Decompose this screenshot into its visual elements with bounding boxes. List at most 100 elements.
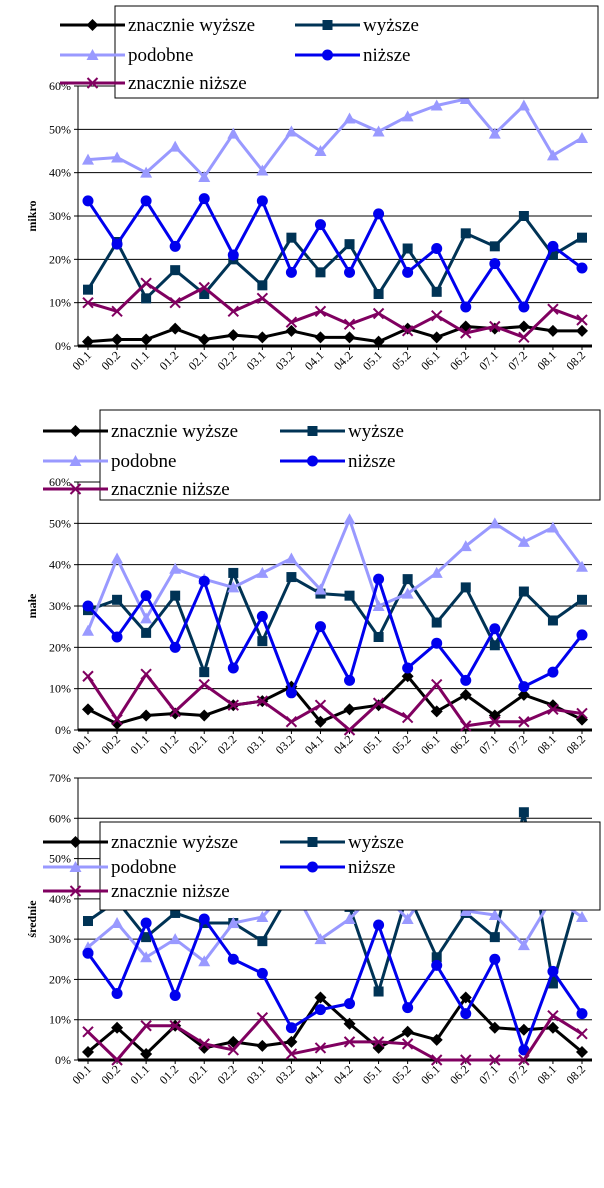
chart-panel-male: 0% 10% 20% 30% 40% 50% 60% 00.1 00.2 01.1 01.2 02.1… xyxy=(25,409,601,757)
x-tick-label: 06.1 xyxy=(418,732,443,757)
data-point xyxy=(372,697,385,709)
series-4 xyxy=(82,193,588,313)
x-tick-label: 07.1 xyxy=(476,732,501,757)
data-point xyxy=(547,303,559,315)
data-point xyxy=(140,668,152,680)
x-tick-label: 01.1 xyxy=(127,1062,152,1087)
data-point xyxy=(489,716,501,728)
x-tick-label: 08.2 xyxy=(563,732,588,757)
data-point xyxy=(547,250,558,260)
y-tick-label: 40% xyxy=(49,166,71,180)
series-5 xyxy=(82,277,588,344)
data-point xyxy=(518,1044,530,1056)
x-tick-label: 07.2 xyxy=(505,732,530,757)
data-point xyxy=(576,629,588,641)
x-tick-label: 00.1 xyxy=(69,1062,94,1087)
data-point xyxy=(256,566,269,578)
data-point xyxy=(82,947,94,959)
data-point xyxy=(343,1017,356,1030)
y-tick-label: 60% xyxy=(49,811,71,825)
data-point xyxy=(227,249,239,261)
data-point xyxy=(459,991,472,1004)
data-point xyxy=(286,572,297,583)
legend-marker xyxy=(322,20,333,30)
x-tick-label: 02.1 xyxy=(186,1062,211,1087)
legend-entry: niższe xyxy=(295,45,410,66)
x-tick-label: 02.1 xyxy=(186,348,211,373)
data-point xyxy=(488,127,501,139)
data-point xyxy=(169,933,182,945)
data-point xyxy=(547,703,559,716)
x-tick-label: 06.1 xyxy=(418,348,443,373)
x-tick-label: 06.2 xyxy=(447,1062,472,1087)
x-tick-label: 08.1 xyxy=(534,732,559,757)
data-point xyxy=(343,513,356,525)
data-point xyxy=(314,305,327,318)
data-point xyxy=(315,267,326,278)
legend-label: znacznie niższe xyxy=(128,73,247,94)
data-point xyxy=(344,590,355,601)
data-point xyxy=(256,910,269,922)
data-point xyxy=(169,322,182,335)
data-point xyxy=(576,910,588,922)
legend-marker xyxy=(86,49,99,60)
data-point xyxy=(401,670,414,683)
series-3 xyxy=(82,93,588,182)
data-point xyxy=(343,913,356,924)
data-point xyxy=(198,575,210,587)
data-point xyxy=(82,1045,94,1058)
data-point xyxy=(547,1009,559,1022)
data-point xyxy=(547,240,559,252)
data-point xyxy=(256,610,268,622)
data-point xyxy=(314,1004,326,1016)
data-point xyxy=(140,951,153,963)
data-point xyxy=(140,166,153,178)
x-tick-label: 08.1 xyxy=(534,348,559,373)
data-point xyxy=(430,678,443,691)
data-point xyxy=(343,1036,356,1048)
legend-label: podobne xyxy=(111,857,176,878)
legend-entry: niższe xyxy=(280,451,395,472)
data-point xyxy=(518,211,529,221)
data-point xyxy=(518,1054,530,1066)
data-point xyxy=(82,670,94,682)
x-tick-label: 05.2 xyxy=(389,1062,414,1087)
data-point xyxy=(546,699,559,712)
data-point xyxy=(430,566,443,578)
data-point xyxy=(314,145,327,156)
x-tick-label: 02.1 xyxy=(186,732,211,757)
data-point xyxy=(140,612,153,624)
x-tick-label: 04.2 xyxy=(331,732,356,757)
legend-label: znacznie wyższe xyxy=(111,421,238,442)
series-1 xyxy=(82,320,588,348)
data-point xyxy=(431,286,442,297)
legend-label: niższe xyxy=(363,45,410,66)
data-point xyxy=(111,333,124,346)
data-point xyxy=(343,703,356,716)
x-tick-label: 00.1 xyxy=(69,348,94,373)
legend-entry: znacznie wyższe xyxy=(43,421,238,442)
legend-label: znacznie wyższe xyxy=(111,832,238,853)
data-point xyxy=(489,932,500,943)
data-point xyxy=(140,709,153,722)
data-point xyxy=(517,320,530,333)
legend-entry: wyższe xyxy=(280,421,404,442)
data-point xyxy=(518,301,530,313)
data-point xyxy=(401,110,414,122)
data-point xyxy=(343,724,356,736)
data-point xyxy=(343,112,356,124)
series-line xyxy=(86,197,583,309)
data-point xyxy=(198,913,210,925)
data-point xyxy=(227,1044,240,1056)
data-point xyxy=(140,917,152,929)
data-point xyxy=(517,99,530,111)
x-tick-label: 05.2 xyxy=(389,348,414,373)
data-point xyxy=(314,933,327,945)
data-point xyxy=(373,919,385,931)
x-tick-label: 01.2 xyxy=(157,732,182,757)
data-point xyxy=(111,305,123,318)
data-point xyxy=(430,1054,443,1066)
x-tick-label: 00.2 xyxy=(98,732,123,757)
data-point xyxy=(576,262,588,274)
data-point xyxy=(518,716,530,728)
